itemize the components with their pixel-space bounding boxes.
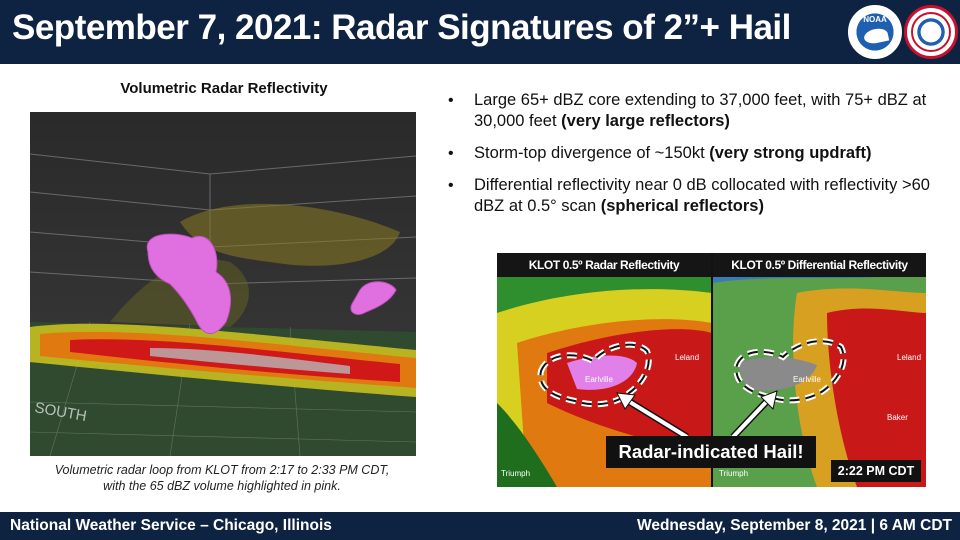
caption-line-1: Volumetric radar loop from KLOT from 2:1… bbox=[54, 463, 390, 477]
bullet-list: Large 65+ dBZ core extending to 37,000 f… bbox=[446, 90, 936, 228]
town-label: Baker bbox=[887, 413, 908, 422]
office-name: National Weather Service – Chicago, Illi… bbox=[10, 517, 332, 534]
differential-reflectivity-panel-label: KLOT 0.5º Differential Reflectivity bbox=[713, 253, 926, 277]
bullet-item: Large 65+ dBZ core extending to 37,000 f… bbox=[446, 90, 936, 132]
town-label: Earlville bbox=[585, 375, 614, 384]
footer-banner: National Weather Service – Chicago, Illi… bbox=[0, 512, 960, 540]
seagull-icon bbox=[862, 26, 890, 46]
town-label: Leland bbox=[897, 353, 922, 362]
town-label: Earlville bbox=[793, 375, 822, 384]
caption-line-2: with the 65 dBZ volume highlighted in pi… bbox=[103, 479, 341, 493]
radar-time-label: 2:22 PM CDT bbox=[831, 460, 921, 482]
page-title: September 7, 2021: Radar Signatures of 2… bbox=[12, 8, 791, 47]
bullet-item: Storm-top divergence of ~150kt (very str… bbox=[446, 143, 936, 164]
volumetric-radar-image: SOUTH bbox=[30, 112, 416, 456]
radar-comparison-image: KLOT 0.5º Radar Reflectivity KLOT 0.5º D… bbox=[497, 253, 926, 487]
noaa-logo: NOAA bbox=[848, 5, 902, 59]
reflectivity-panel-label: KLOT 0.5º Radar Reflectivity bbox=[497, 253, 711, 277]
town-label: Triumph bbox=[501, 469, 531, 478]
volumetric-radar-title: Volumetric Radar Reflectivity bbox=[120, 80, 328, 97]
noaa-logo-text: NOAA bbox=[863, 15, 887, 24]
nws-logo bbox=[904, 5, 958, 59]
radar-indicated-hail-callout: Radar-indicated Hail! bbox=[606, 436, 816, 468]
volumetric-radar-graphic: SOUTH bbox=[30, 112, 416, 456]
nws-ring-icon bbox=[911, 12, 951, 52]
bullet-item: Differential reflectivity near 0 dB coll… bbox=[446, 175, 936, 217]
town-label: Leland bbox=[675, 353, 700, 362]
town-label: Triumph bbox=[719, 469, 749, 478]
radar-caption: Volumetric radar loop from KLOT from 2:1… bbox=[22, 462, 422, 494]
header-banner: September 7, 2021: Radar Signatures of 2… bbox=[0, 0, 960, 64]
issue-date: Wednesday, September 8, 2021 | 6 AM CDT bbox=[636, 517, 952, 534]
